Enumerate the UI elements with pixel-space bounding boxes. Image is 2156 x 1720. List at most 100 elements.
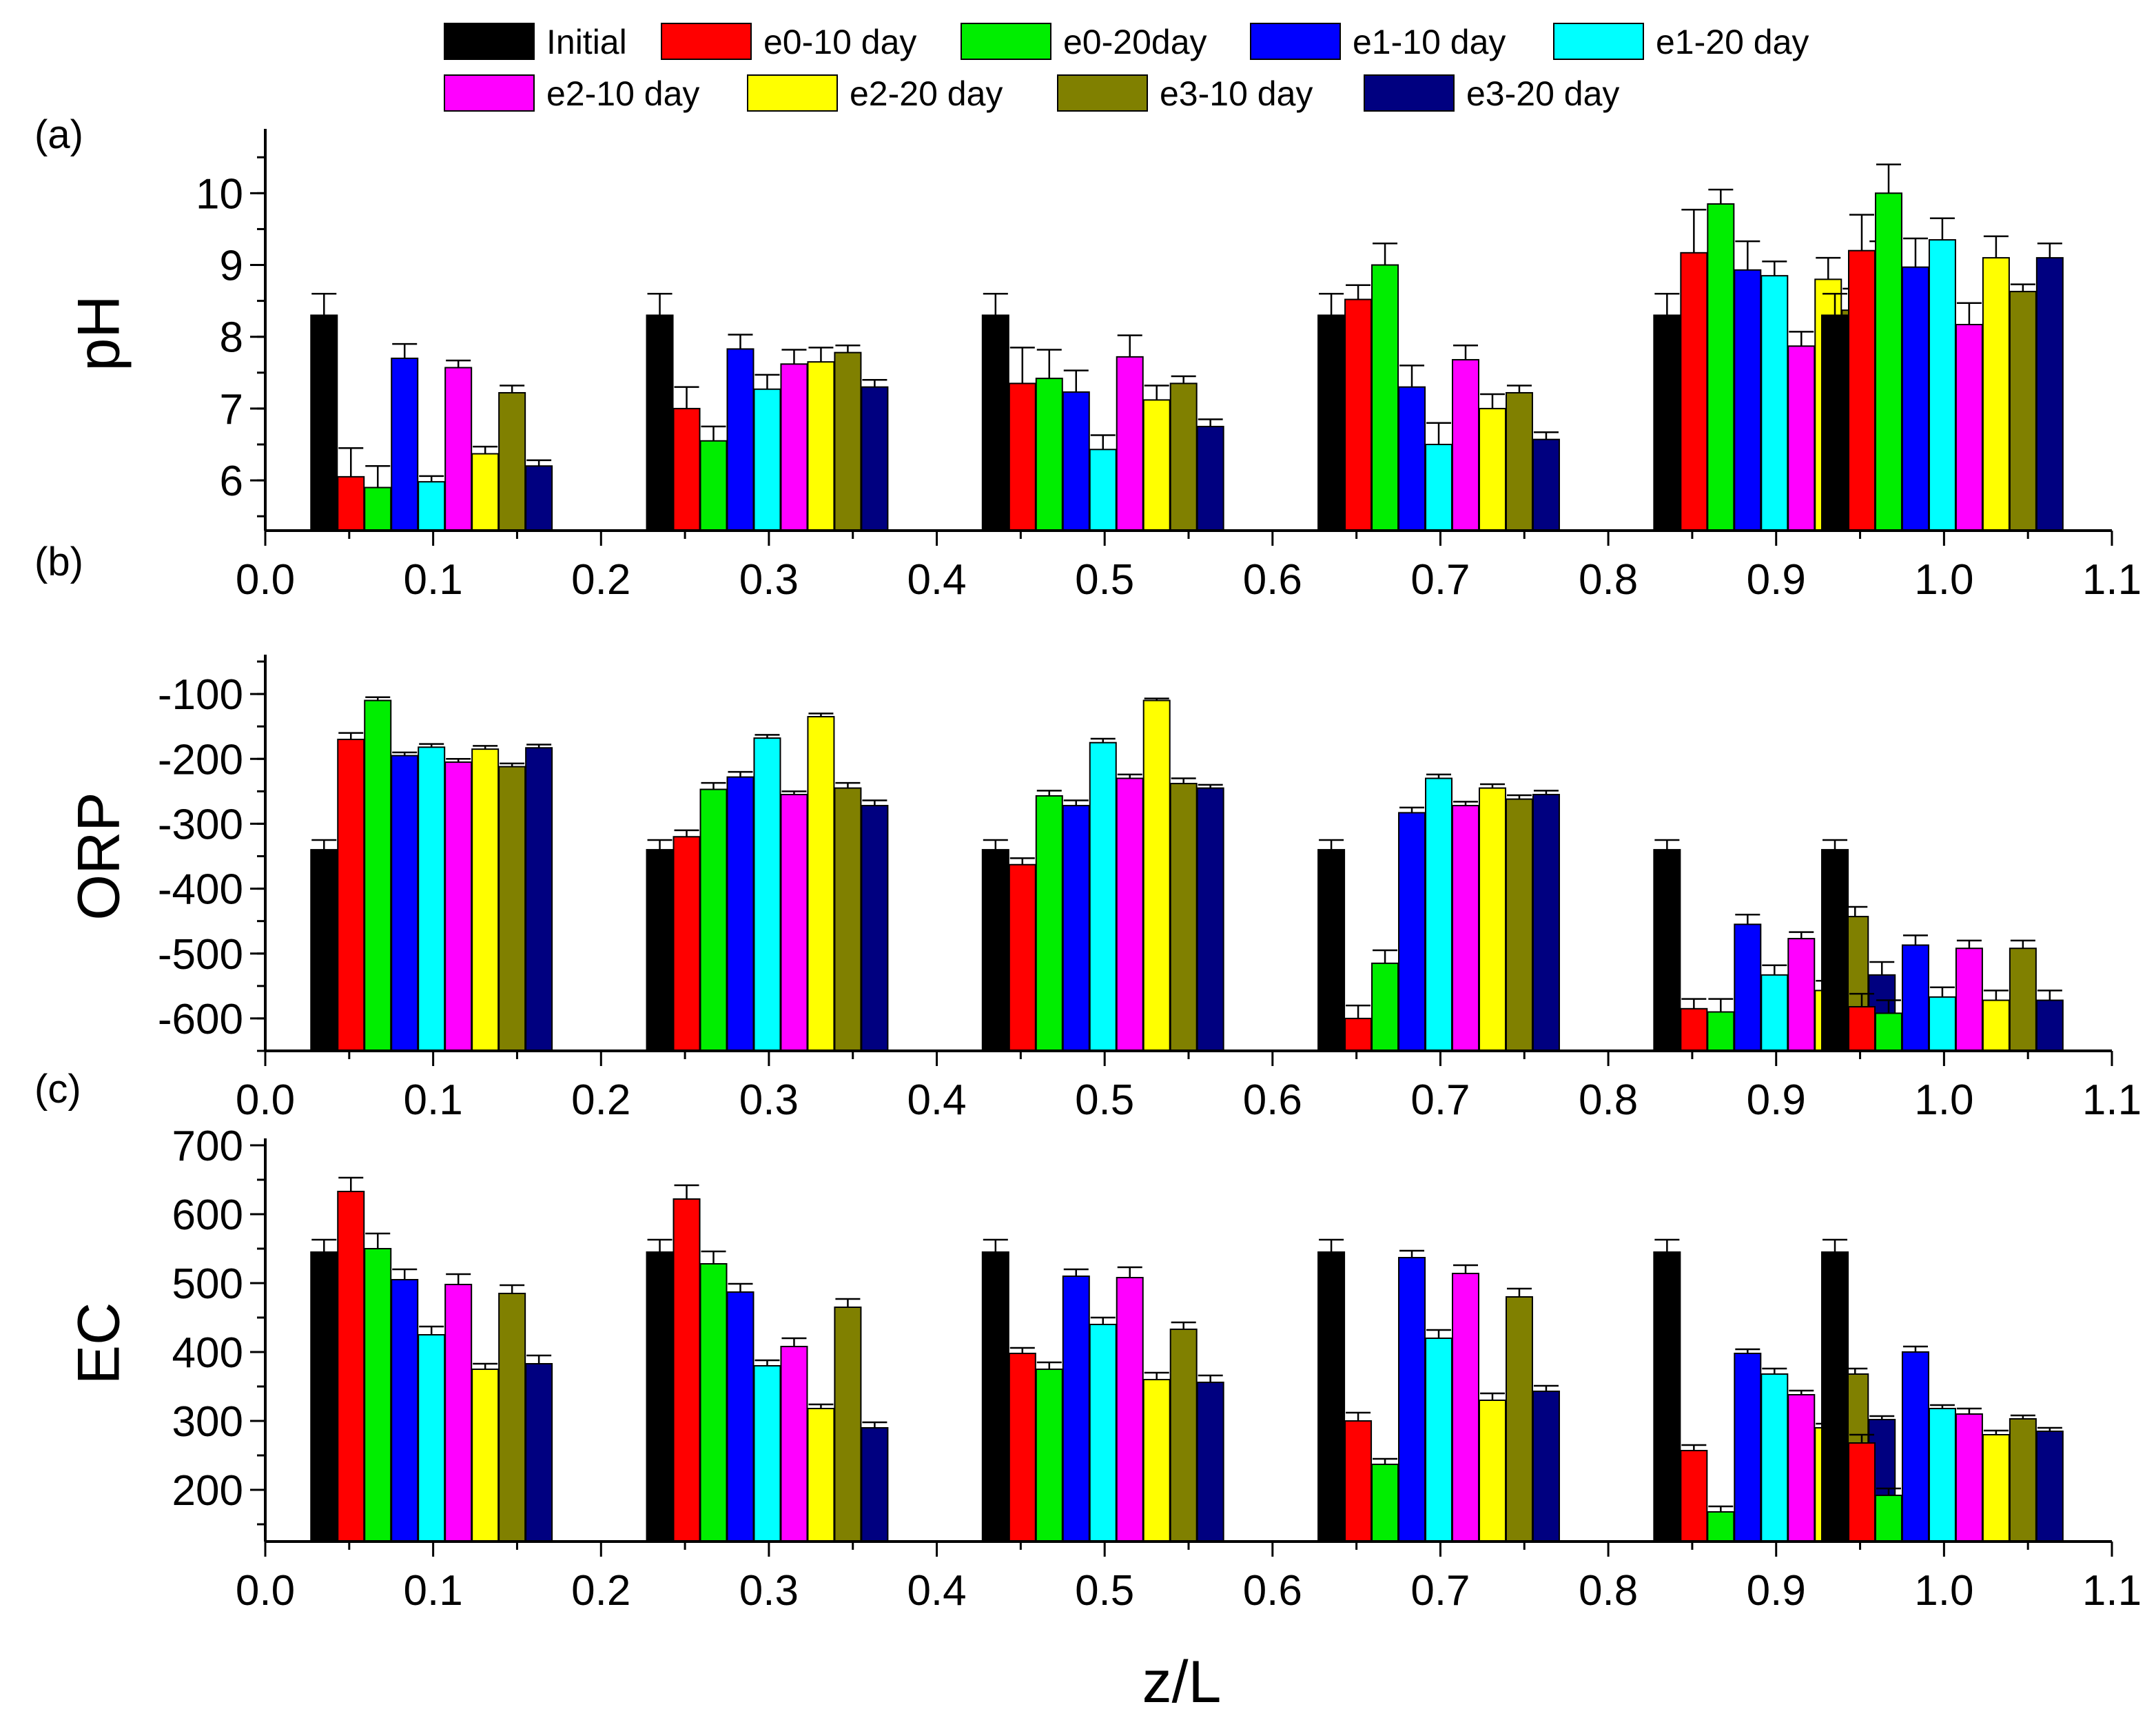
bar: [1680, 1450, 1708, 1542]
y-tick-label: -200: [158, 736, 243, 784]
bars: [310, 163, 2064, 532]
bar: [753, 1365, 781, 1542]
x-tick-label: 0.8: [1579, 1567, 1638, 1615]
legend-swatch: [444, 23, 535, 60]
x-tick-label: 0.8: [1579, 556, 1638, 604]
bar: [525, 465, 553, 532]
bar: [1317, 1251, 1346, 1542]
bar: [1707, 1511, 1735, 1542]
bar: [2009, 948, 2037, 1052]
x-tick-label: 1.1: [2082, 556, 2142, 604]
y-axis-title: ORP: [66, 792, 132, 920]
bar: [471, 453, 500, 531]
legend-label: e3-10 day: [1160, 74, 1313, 113]
bar: [1196, 425, 1224, 531]
bar: [1008, 382, 1036, 531]
bar: [1344, 1420, 1373, 1542]
bar: [1787, 938, 1816, 1052]
x-tick-label: 0.6: [1243, 1567, 1302, 1615]
legend-label: Initial: [546, 23, 627, 61]
bar: [1982, 999, 2010, 1052]
bar: [1478, 407, 1506, 532]
bar: [1035, 378, 1063, 531]
legend-label: e0-10 day: [763, 23, 916, 61]
bar: [1787, 345, 1816, 531]
bar: [1707, 1011, 1735, 1052]
bar: [1874, 1012, 1902, 1052]
bar: [1734, 923, 1762, 1052]
bars: [310, 696, 2064, 1052]
bar: [1707, 203, 1735, 531]
bar: [1734, 269, 1762, 531]
y-tick-label: -100: [158, 671, 243, 719]
y-tick-label: 300: [172, 1398, 243, 1446]
x-tick-label: 0.6: [1243, 556, 1302, 604]
bar: [1680, 252, 1708, 531]
bar: [2035, 999, 2064, 1052]
bar: [310, 849, 338, 1052]
bar: [337, 475, 365, 532]
x-tick-label: 0.1: [404, 1567, 463, 1615]
x-tick-label: 1.1: [2082, 1567, 2142, 1615]
legend-label: e3-20 day: [1466, 74, 1619, 113]
bar: [726, 348, 754, 531]
legend-swatch: [1364, 74, 1455, 112]
bar: [1116, 356, 1144, 531]
bar: [471, 1369, 500, 1542]
bar: [1532, 794, 1560, 1052]
legend-swatch: [661, 23, 752, 60]
bar: [418, 1334, 446, 1542]
bar: [1452, 805, 1479, 1052]
bar: [1478, 1400, 1506, 1542]
y-tick-label: 6: [220, 458, 243, 505]
x-tick-label: 0.3: [739, 556, 799, 604]
bar: [2035, 257, 2064, 531]
x-tick-label: 0.3: [739, 1076, 799, 1124]
x-tick-label: 0.5: [1075, 1076, 1134, 1124]
bar: [673, 1198, 701, 1542]
legend-swatch: [1250, 23, 1341, 60]
bar: [1062, 391, 1090, 531]
legend-item: e2-20 day: [747, 74, 1003, 113]
legend-item: e0-10 day: [661, 23, 916, 61]
bar: [391, 357, 419, 531]
legend-item: e1-10 day: [1250, 23, 1506, 61]
x-tick-label: 0.2: [571, 1567, 630, 1615]
bar: [780, 363, 808, 531]
bar: [1955, 948, 1983, 1052]
bar: [699, 1263, 728, 1542]
bar: [1169, 1329, 1198, 1542]
x-tick-label: 0.9: [1747, 1076, 1806, 1124]
bar: [646, 314, 674, 531]
bar: [807, 1408, 835, 1542]
bar: [780, 794, 808, 1052]
bar: [1317, 314, 1346, 531]
x-tick-label: 0.2: [571, 1076, 630, 1124]
bar: [1505, 1296, 1533, 1542]
x-tick-label: 0.4: [907, 1567, 966, 1615]
bar: [981, 314, 1009, 531]
bar: [1142, 699, 1171, 1052]
bar: [861, 805, 889, 1052]
axes: 0.0 0.1 0.2 0.3 0.4 0.5 0.6 0.7 0.8 0.9 1.0 1.1 6 7 8 9…: [196, 129, 2142, 604]
bar: [391, 1279, 419, 1542]
bar: [498, 1293, 526, 1542]
x-tick-label: 1.0: [1914, 1567, 1973, 1615]
bar: [1982, 1434, 2010, 1542]
bar: [699, 440, 728, 531]
x-tick-label: 0.1: [404, 556, 463, 604]
axes: 0.0 0.1 0.2 0.3 0.4 0.5 0.6 0.7 0.8 0.9 1.0 1.1 700 6…: [172, 1123, 2142, 1615]
panel-label: (a): [34, 112, 83, 157]
bar: [1874, 1495, 1902, 1542]
bar: [1760, 974, 1789, 1052]
legend-item: e0-20day: [961, 23, 1207, 61]
bar: [646, 1251, 674, 1542]
bar: [1478, 787, 1506, 1052]
y-tick-label: -300: [158, 801, 243, 848]
bar: [1653, 1251, 1681, 1542]
bar: [364, 699, 392, 1052]
x-tick-label: 0.9: [1747, 1567, 1806, 1615]
bar: [310, 1251, 338, 1542]
bar: [807, 361, 835, 531]
bar: [525, 747, 553, 1052]
